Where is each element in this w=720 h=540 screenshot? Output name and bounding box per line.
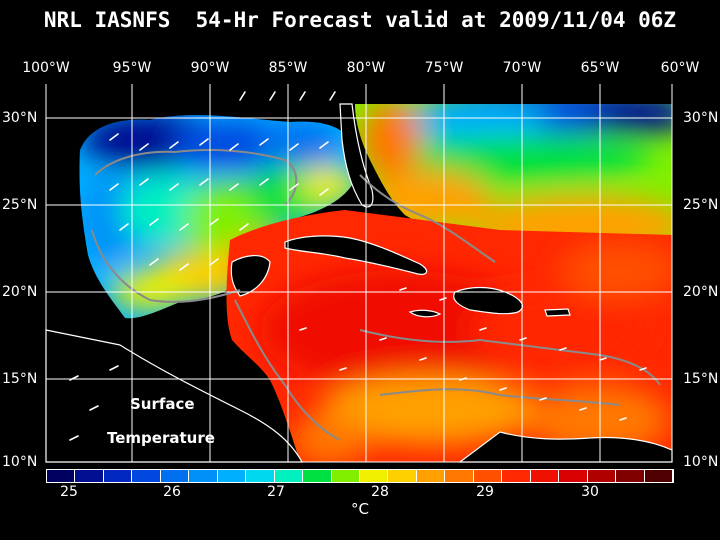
colorbar-swatch <box>75 470 104 482</box>
colorbar-swatch <box>644 470 673 482</box>
colorbar-swatch <box>331 470 360 482</box>
yucatan <box>230 255 271 297</box>
lon-label: 90°W <box>190 60 230 76</box>
colorbar-swatch <box>217 470 247 482</box>
colorbar-swatch <box>103 470 133 482</box>
annotation-temperature: Temperature <box>107 429 215 447</box>
colorbar-tick-label: 30 <box>581 484 599 500</box>
colorbar-tick-label: 27 <box>267 484 285 500</box>
hispaniola <box>453 286 523 315</box>
map-title: NRL IASNFS 54-Hr Forecast valid at 2009/… <box>43 8 677 32</box>
colorbar-unit: °C <box>351 500 369 518</box>
lat-label: 20°N <box>683 284 719 300</box>
colorbar-swatch <box>303 470 332 482</box>
colorbar-swatch <box>388 470 417 482</box>
land <box>45 103 673 463</box>
colorbar-swatch <box>587 470 617 482</box>
colorbar-swatch <box>559 470 588 482</box>
lon-label: 85°W <box>268 60 308 76</box>
puerto-rico <box>544 308 571 317</box>
lat-label: 15°N <box>2 371 38 387</box>
wind-vectors <box>69 91 647 441</box>
lon-label: 100°W <box>22 60 70 76</box>
lat-lon-grid <box>45 84 673 463</box>
colorbar-swatch <box>473 470 503 482</box>
lon-label: 60°W <box>660 60 700 76</box>
colorbar-swatch <box>502 470 531 482</box>
colorbar-swatch <box>359 470 389 482</box>
lat-label: 30°N <box>2 110 38 126</box>
temperature-colorbar <box>46 469 674 483</box>
lat-label: 25°N <box>683 197 719 213</box>
colorbar-tick-label: 25 <box>60 484 78 500</box>
colorbar-swatch <box>416 470 446 482</box>
colorbar-swatch <box>616 470 645 482</box>
lat-label: 10°N <box>2 454 38 470</box>
colorbar-swatch <box>132 470 161 482</box>
colorbar-swatch <box>189 470 218 482</box>
cuba <box>284 235 428 275</box>
lon-label: 75°W <box>424 60 464 76</box>
florida <box>339 103 374 208</box>
colorbar-swatch <box>246 470 275 482</box>
lat-label: 10°N <box>683 454 719 470</box>
lat-label: 15°N <box>683 371 719 387</box>
colorbar-tick-label: 29 <box>476 484 494 500</box>
colorbar-swatch <box>530 470 560 482</box>
annotation-surface: Surface <box>130 395 195 413</box>
bathymetry-contours <box>91 149 661 441</box>
central-america <box>45 329 304 463</box>
jamaica <box>408 309 442 318</box>
colorbar-swatch <box>445 470 474 482</box>
lon-label: 80°W <box>346 60 386 76</box>
atlantic-sst-field <box>355 104 672 250</box>
lat-label: 25°N <box>2 197 38 213</box>
colorbar-swatch <box>274 470 304 482</box>
lat-label: 30°N <box>683 110 719 126</box>
colorbar-tick-label: 26 <box>163 484 181 500</box>
lon-label: 65°W <box>580 60 620 76</box>
colorbar-swatch <box>160 470 190 482</box>
colorbar-swatch <box>47 470 76 482</box>
colorbar-tick-label: 28 <box>371 484 389 500</box>
lat-label: 20°N <box>2 284 38 300</box>
lon-label: 95°W <box>112 60 152 76</box>
lon-label: 70°W <box>502 60 542 76</box>
